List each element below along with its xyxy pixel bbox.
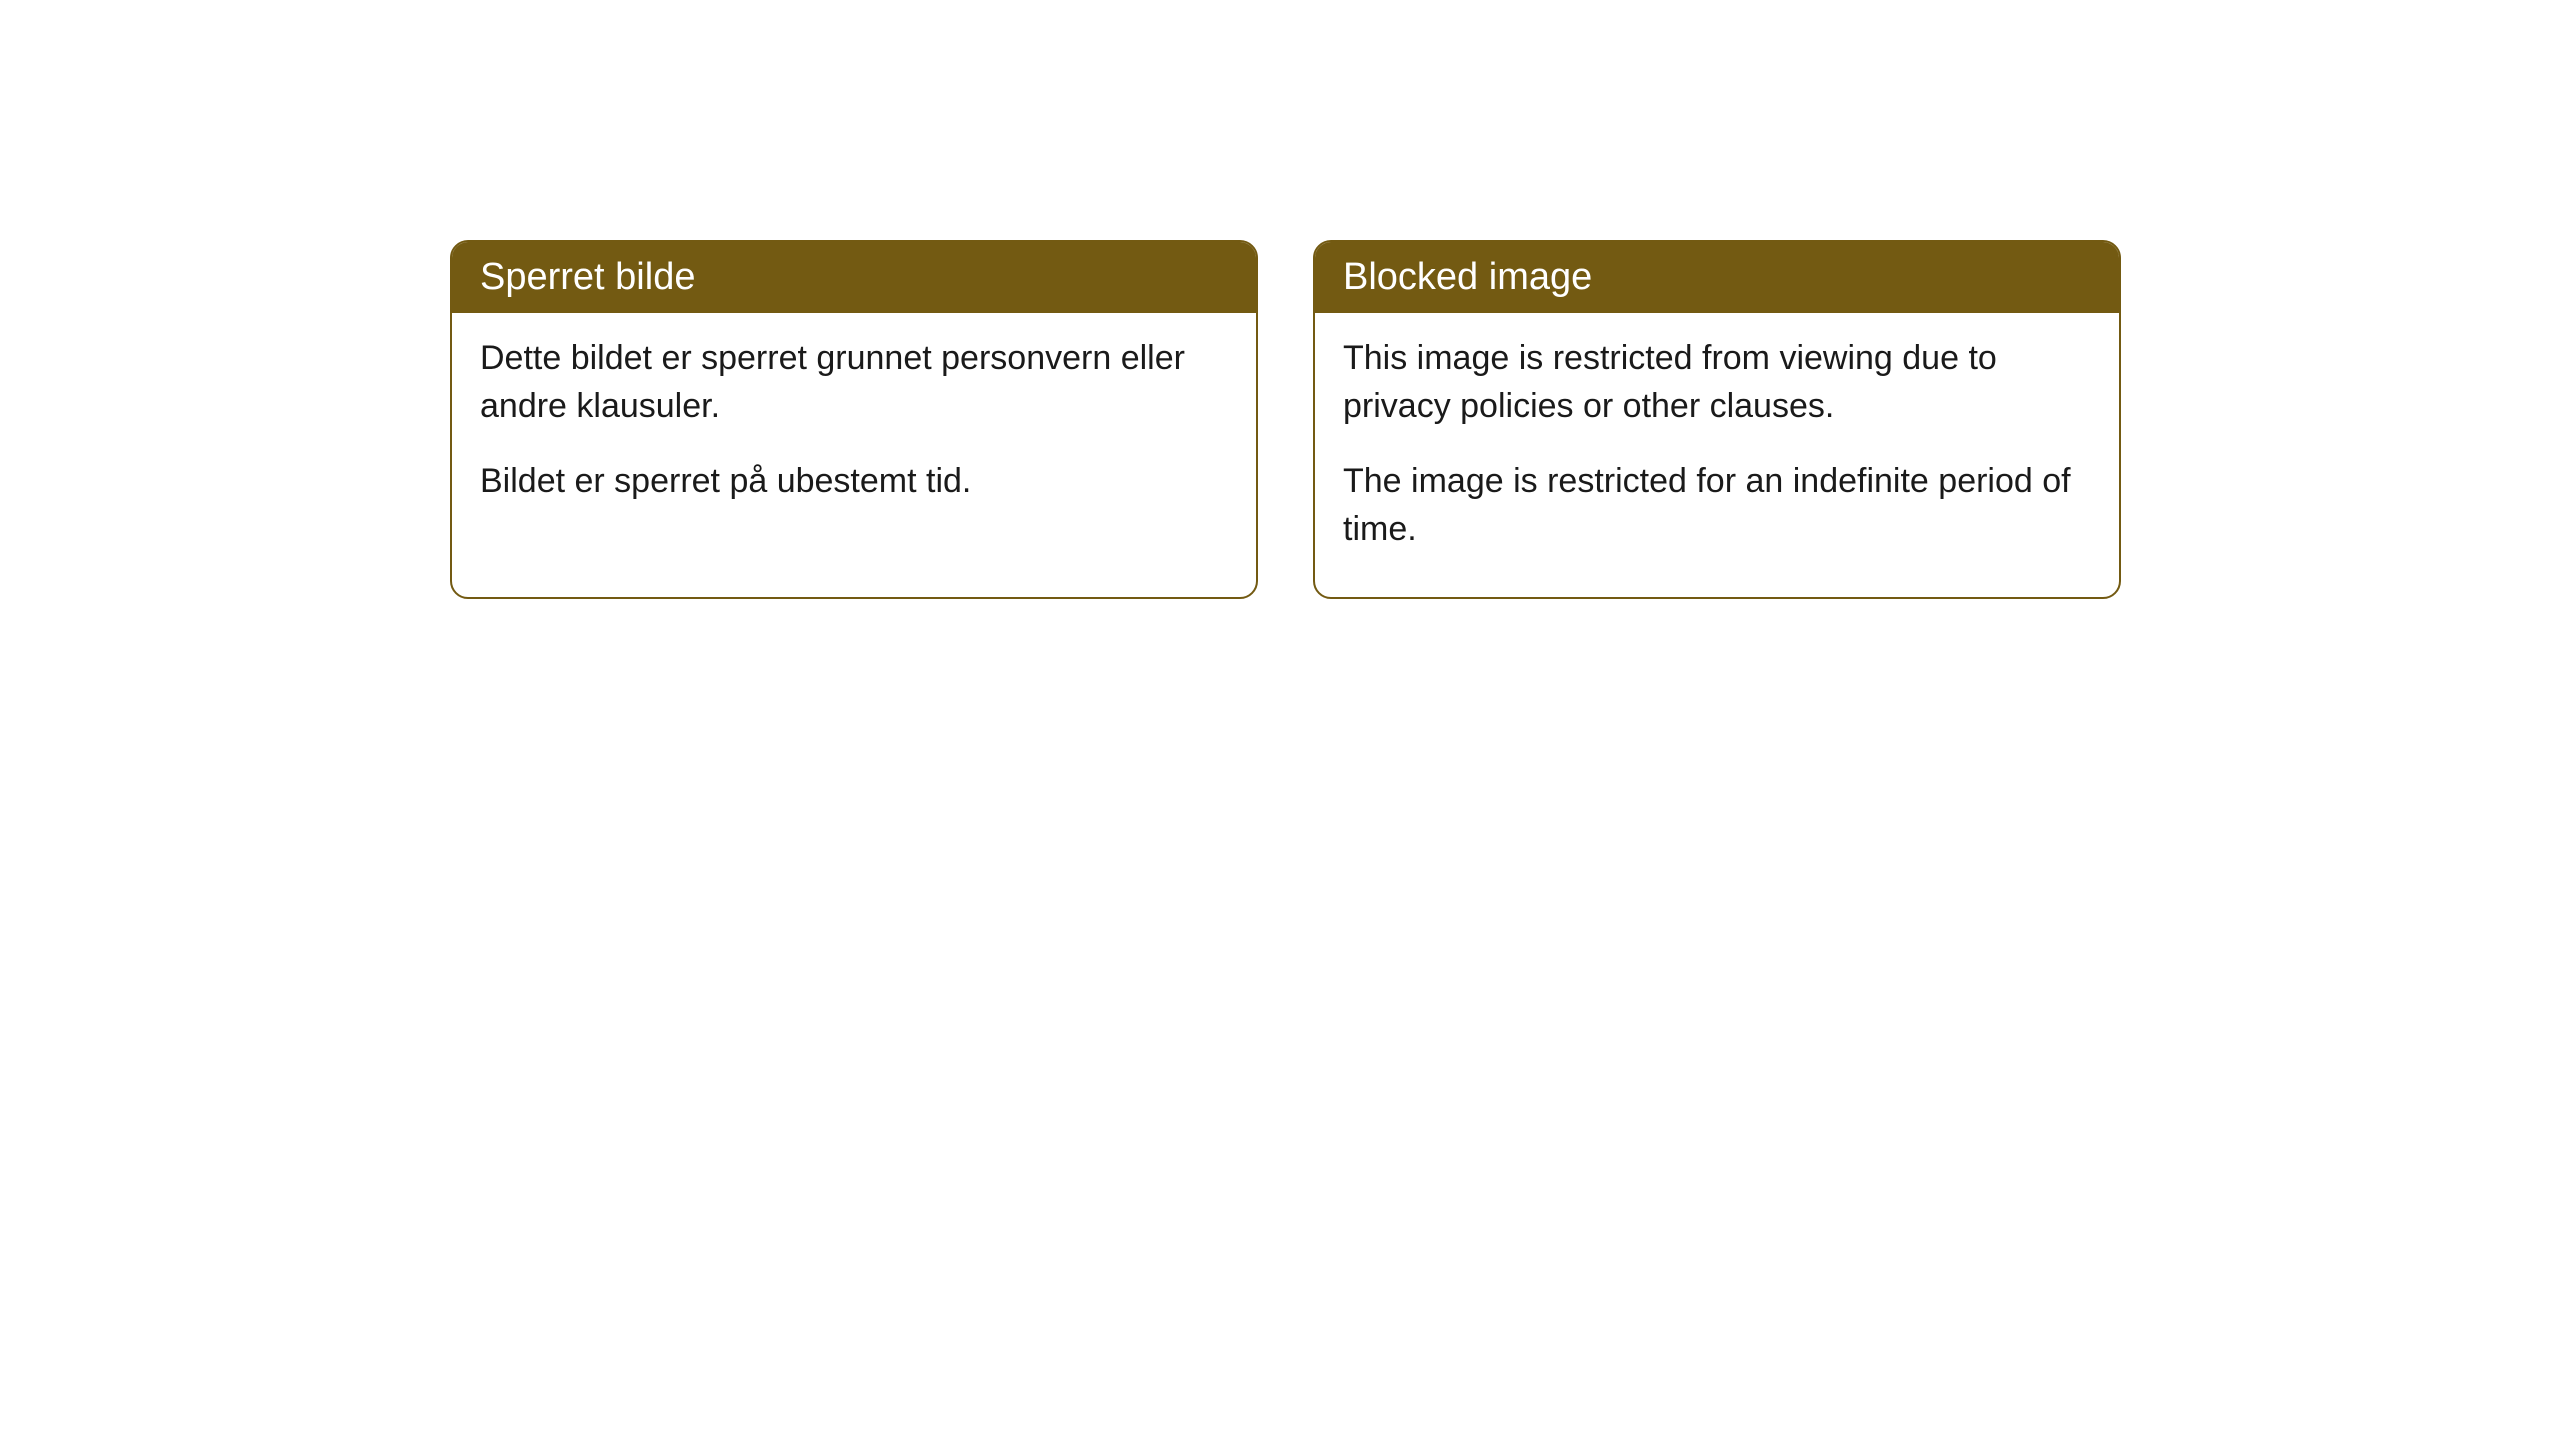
- card-header-norwegian: Sperret bilde: [452, 242, 1256, 313]
- card-paragraph-2-english: The image is restricted for an indefinit…: [1343, 458, 2091, 553]
- card-title-english: Blocked image: [1343, 256, 1592, 298]
- notice-cards-container: Sperret bilde Dette bildet er sperret gr…: [450, 240, 2121, 599]
- card-title-norwegian: Sperret bilde: [480, 256, 695, 298]
- card-paragraph-2-norwegian: Bildet er sperret på ubestemt tid.: [480, 458, 1228, 506]
- blocked-image-card-norwegian: Sperret bilde Dette bildet er sperret gr…: [450, 240, 1258, 599]
- card-body-english: This image is restricted from viewing du…: [1315, 313, 2119, 597]
- blocked-image-card-english: Blocked image This image is restricted f…: [1313, 240, 2121, 599]
- card-header-english: Blocked image: [1315, 242, 2119, 313]
- card-paragraph-1-norwegian: Dette bildet er sperret grunnet personve…: [480, 335, 1228, 430]
- card-paragraph-1-english: This image is restricted from viewing du…: [1343, 335, 2091, 430]
- card-body-norwegian: Dette bildet er sperret grunnet personve…: [452, 313, 1256, 550]
